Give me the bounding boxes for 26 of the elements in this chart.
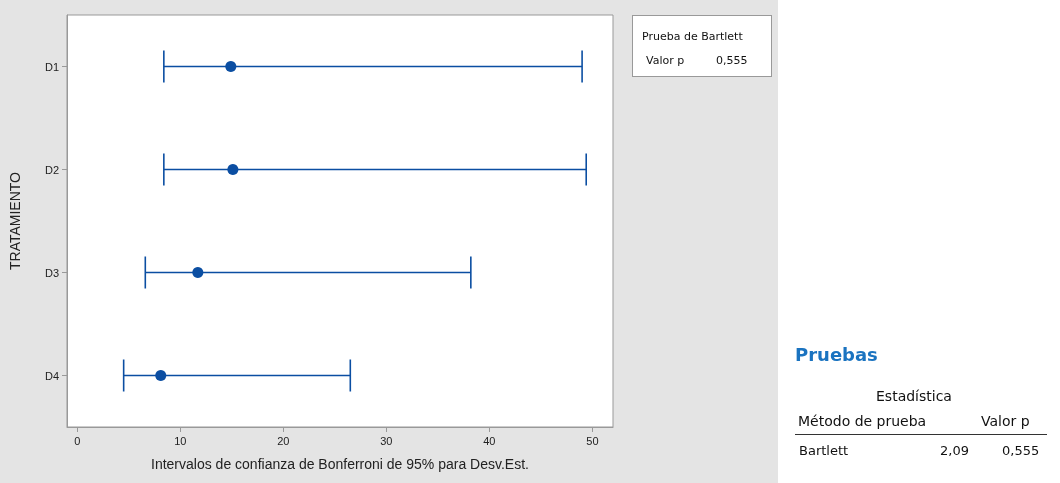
text: Bartlett [799,443,849,458]
text: 0,555 [1002,443,1040,458]
text: 2,09 [940,443,969,458]
y-axis-title: TRATAMIENTO [7,171,23,270]
x-tick-label: 10 [174,434,187,447]
text: Valor p [981,413,1030,429]
x-tick-label: 40 [483,434,496,447]
point [227,164,239,175]
text: Valor p [646,54,685,67]
y-tick-label: D1 [44,60,59,73]
text: Pruebas [795,344,878,365]
x-tick-label: 30 [380,434,393,447]
text: 0,555 [716,54,748,67]
x-tick-label: 50 [586,434,599,447]
point [192,267,204,278]
y-tick-label: D3 [44,266,59,279]
x-tick-label: 20 [277,434,290,447]
y-tick-label: D4 [44,369,59,382]
point [155,370,167,381]
text: Método de prueba [798,413,927,429]
text: Prueba de Bartlett [642,30,743,43]
point [225,61,237,72]
x-axis-title: Intervalos de confianza de Bonferroni de 95% para Desv.Est. [151,456,529,472]
x-tick-label: 0 [74,434,81,447]
text: Estadística [876,388,952,404]
y-tick-label: D2 [44,163,59,176]
